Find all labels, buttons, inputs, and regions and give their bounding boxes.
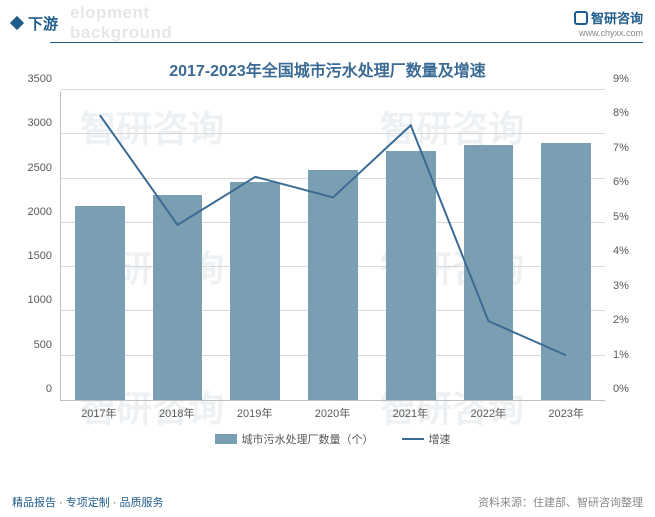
x-axis-labels: 2017年2018年2019年2020年2021年2022年2023年 — [60, 405, 605, 421]
bar-slot — [372, 91, 450, 400]
legend-swatch-line — [402, 438, 424, 440]
y-right-tick: 8% — [613, 107, 629, 119]
footer-right-text: 资料来源：住建部、智研咨询整理 — [478, 494, 643, 510]
x-category-label: 2018年 — [138, 405, 216, 421]
brand-url: www.chyxx.com — [574, 28, 643, 38]
bar-slot — [61, 91, 139, 400]
chart-container: 0500100015002000250030003500 0%1%2%3%4%5… — [12, 91, 643, 451]
bar — [464, 145, 514, 400]
section-diamond-icon — [10, 16, 24, 30]
y-left-tick: 3500 — [28, 73, 52, 85]
plot-area — [60, 91, 605, 401]
legend-swatch-bar — [215, 434, 237, 444]
bar-slot — [216, 91, 294, 400]
y-left-tick: 2500 — [28, 162, 52, 174]
y-right-tick: 1% — [613, 349, 629, 361]
y-left-tick: 1000 — [28, 294, 52, 306]
legend-item-bar: 城市污水处理厂数量（个） — [215, 431, 374, 447]
footer-left-text: 精品报告 · 专项定制 · 品质服务 — [12, 494, 164, 510]
x-category-label: 2017年 — [60, 405, 138, 421]
legend-line-label: 增速 — [429, 431, 451, 447]
bar — [153, 195, 203, 400]
bar — [541, 143, 591, 400]
legend-item-line: 增速 — [402, 431, 451, 447]
y-right-tick: 4% — [613, 245, 629, 257]
bar — [308, 170, 358, 400]
x-category-label: 2021年 — [371, 405, 449, 421]
legend-bar-label: 城市污水处理厂数量（个） — [242, 431, 374, 447]
bar-slot — [139, 91, 217, 400]
gridline — [61, 89, 605, 90]
y-axis-left: 0500100015002000250030003500 — [12, 91, 56, 401]
y-left-tick: 500 — [34, 339, 52, 351]
y-axis-right: 0%1%2%3%4%5%6%7%8%9% — [609, 91, 643, 401]
y-right-tick: 5% — [613, 211, 629, 223]
y-right-tick: 9% — [613, 73, 629, 85]
y-right-tick: 6% — [613, 176, 629, 188]
x-category-label: 2020年 — [294, 405, 372, 421]
header: 下游 elopment background 智研咨询 www.chyxx.co… — [0, 0, 655, 42]
bar-slot — [450, 91, 528, 400]
chart-title: 2017-2023年全国城市污水处理厂数量及增速 — [0, 57, 655, 81]
y-right-tick: 3% — [613, 280, 629, 292]
legend: 城市污水处理厂数量（个） 增速 — [60, 431, 605, 447]
bar — [75, 206, 125, 400]
y-left-tick: 0 — [46, 383, 52, 395]
brand-icon — [574, 11, 588, 25]
brand-name: 智研咨询 — [591, 8, 643, 27]
y-right-tick: 2% — [613, 314, 629, 326]
y-left-tick: 3000 — [28, 117, 52, 129]
footer: 精品报告 · 专项定制 · 品质服务 资料来源：住建部、智研咨询整理 — [0, 487, 655, 517]
header-bg-text: elopment background — [70, 3, 172, 43]
bars-group — [61, 91, 605, 400]
x-category-label: 2022年 — [449, 405, 527, 421]
y-right-tick: 0% — [613, 383, 629, 395]
brand: 智研咨询 — [574, 8, 643, 27]
y-left-tick: 2000 — [28, 206, 52, 218]
x-category-label: 2023年 — [527, 405, 605, 421]
bar — [386, 151, 436, 400]
y-left-tick: 1500 — [28, 250, 52, 262]
section-label: 下游 — [28, 13, 58, 34]
bar — [230, 182, 280, 400]
header-divider — [50, 42, 643, 43]
x-category-label: 2019年 — [216, 405, 294, 421]
y-right-tick: 7% — [613, 142, 629, 154]
bar-slot — [294, 91, 372, 400]
bar-slot — [527, 91, 605, 400]
